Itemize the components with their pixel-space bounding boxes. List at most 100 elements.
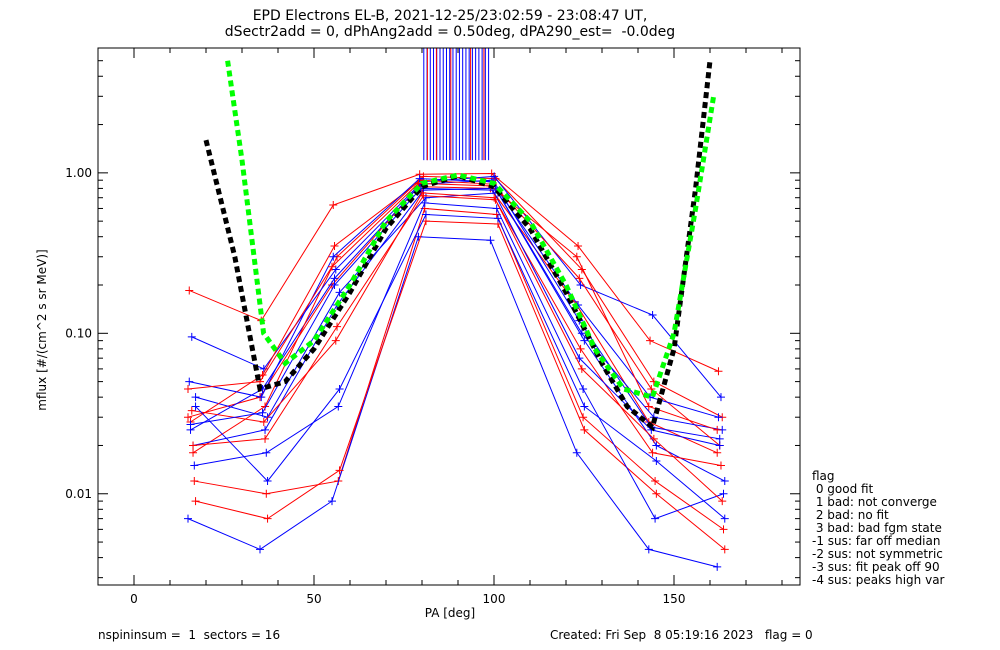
data-point [486,236,495,245]
data-point [328,262,336,271]
data-point [576,344,585,353]
data-point [184,514,192,523]
legend-item: 0 good fit [812,482,874,496]
data-point [714,367,723,376]
data-point [187,332,196,341]
y-tick-label: 0.01 [65,487,92,501]
data-point [577,329,586,338]
data-point [493,214,502,223]
data-point [720,545,729,554]
y-tick-label: 0.10 [65,326,92,340]
series-line [191,192,722,466]
data-point [262,489,271,498]
data-point [259,418,268,427]
data-point [716,461,725,470]
data-point [263,514,272,523]
series-line [192,195,723,502]
data-point [256,545,264,554]
data-point [333,322,342,331]
series-line [187,186,718,454]
data-point [719,525,728,534]
chart-title-line2: dSectr2add = 0, dPhAng2add = 0.50deg, dP… [224,24,676,40]
data-point [580,425,589,434]
data-point [328,497,336,506]
data-point [720,514,729,523]
data-point [713,448,722,457]
data-point [329,201,338,210]
x-tick-label: 50 [306,592,321,606]
data-point [415,174,424,183]
data-point [420,198,429,207]
series-line [187,182,718,431]
data-point [718,497,727,506]
data-point [651,514,660,523]
series-line [195,192,725,482]
data-point [652,457,661,466]
legend-item: -2 sus: not symmetric [812,547,943,561]
data-point [579,384,588,393]
data-point [575,274,584,283]
data-point [713,562,722,571]
data-point [334,402,343,411]
data-point [644,545,653,554]
legend-item: 3 bad: bad fgm state [812,521,942,535]
data-point [572,252,581,261]
data-point [185,286,194,295]
data-point [331,336,340,345]
data-point [189,441,198,450]
legend-item: 1 bad: not converge [812,495,937,509]
data-point [257,393,266,402]
data-point [258,408,267,417]
data-point [579,413,588,422]
data-point [720,477,729,486]
data-point [330,281,339,290]
plot-frame [97,47,801,586]
data-point [419,191,428,200]
data-point [714,413,723,422]
data-point [491,195,500,204]
data-point [262,448,271,457]
data-point [646,336,655,345]
data-point [577,364,586,373]
series-line [192,175,723,454]
series-line [194,207,724,530]
data-point [263,477,272,486]
legend-item: 2 bad: no fit [812,508,889,522]
data-point [716,393,725,402]
data-point [186,420,195,429]
data-point [335,288,344,297]
series-line [189,178,719,418]
data-point [651,477,660,486]
data-point [648,311,657,320]
data-point [421,210,430,219]
data-point [574,242,583,251]
chart-title-line1: EPD Electrons EL-B, 2021-12-25/23:02:59 … [252,8,648,24]
data-point [184,384,192,393]
legend-item: -3 sus: fit peak off 90 [812,560,940,574]
data-point [335,466,344,475]
data-point [490,172,499,181]
footer-created: Created: Fri Sep 8 05:19:16 2023 flag = … [550,628,813,642]
data-point [648,448,657,457]
data-point [191,402,200,411]
data-point [719,489,728,498]
data-point [652,441,661,450]
data-point [335,384,344,393]
y-axis-label: mflux [#/(cm^2 s sr MeV)] [35,249,49,411]
footer-spin-info: nspininsum = 1 sectors = 16 [98,628,281,642]
y-tick-label: 1.00 [65,166,92,180]
legend-item: -1 sus: far off median [812,534,941,548]
data-point [185,377,194,386]
series-line [190,187,720,446]
data-point [191,393,200,402]
x-tick-label: 0 [130,592,138,606]
data-point [187,406,196,415]
x-axis-label: PA [deg] [424,606,476,620]
flag-legend: flag 0 good fit 1 bad: not converge 2 ba… [812,470,944,587]
series-line [195,213,726,519]
data-point [191,497,200,506]
data-point [261,425,270,434]
data-point [184,413,192,422]
data-point [190,461,199,470]
